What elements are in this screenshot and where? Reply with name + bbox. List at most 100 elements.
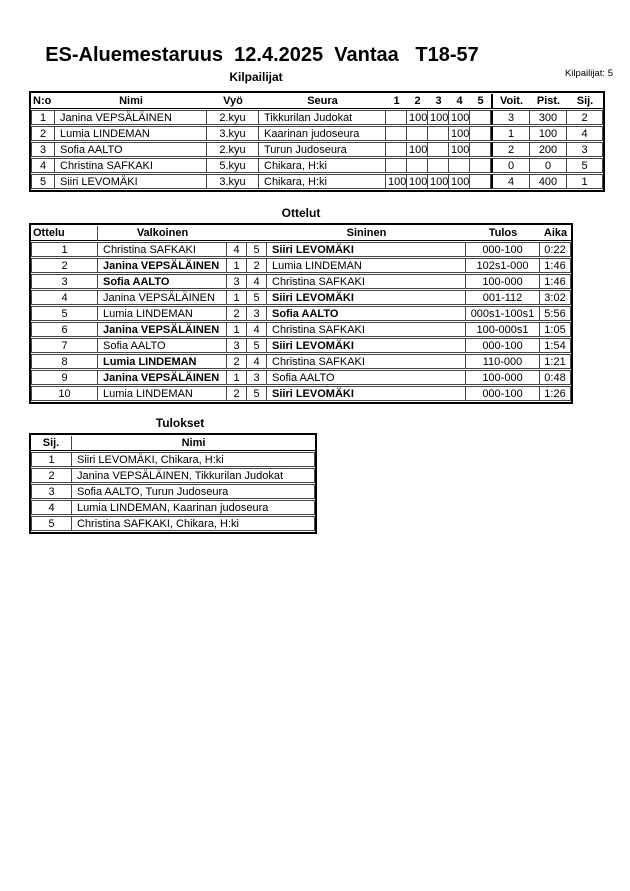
match-number: 9 [31, 370, 98, 385]
col-header-valkoinen: Valkoinen [98, 226, 227, 241]
match-row: 5 Lumia LINDEMAN 2 3 Sofia AALTO 000s1-1… [31, 306, 571, 321]
round-score-5 [470, 126, 491, 141]
white-player-name: Lumia LINDEMAN [98, 386, 227, 401]
blue-player-name: Siiri LEVOMÄKI [267, 338, 466, 353]
round-score-2 [407, 158, 428, 173]
competitor-points: 200 [530, 142, 567, 157]
match-time: 3:02 [540, 290, 571, 305]
result-name: Christina SAFKAKI, Chikara, H:ki [72, 516, 315, 531]
col-header-aika: Aika [540, 226, 571, 241]
round-score-2: 100 [407, 110, 428, 125]
result-name: Lumia LINDEMAN, Kaarinan judoseura [72, 500, 315, 515]
round-score-4 [449, 158, 470, 173]
match-row: 8 Lumia LINDEMAN 2 4 Christina SAFKAKI 1… [31, 354, 571, 369]
col-header-nimi: Nimi [72, 436, 315, 451]
competitor-wins: 3 [491, 110, 530, 125]
col-header-round-4: 4 [449, 94, 470, 109]
competitor-belt: 3.kyu [207, 174, 259, 189]
match-number: 4 [31, 290, 98, 305]
result-placement: 5 [31, 516, 72, 531]
round-score-2: 100 [407, 142, 428, 157]
blue-player-number: 5 [247, 338, 267, 353]
competitors-table-wrapper: N:o Nimi Vyö Seura 1 2 3 4 5 Voit. Pist.… [29, 91, 630, 192]
blue-player-name: Christina SAFKAKI [267, 274, 466, 289]
round-score-2: 100 [407, 174, 428, 189]
competitor-number: 3 [31, 142, 55, 157]
round-score-4: 100 [449, 142, 470, 157]
competitors-table-body: 1 Janina VEPSÄLÄINEN 2.kyu Tikkurilan Ju… [31, 110, 603, 189]
round-score-4: 100 [449, 110, 470, 125]
round-score-1 [386, 158, 407, 173]
round-score-4: 100 [449, 126, 470, 141]
matches-header-row: Ottelu Valkoinen Sininen Tulos Aika [31, 226, 571, 241]
match-number: 5 [31, 306, 98, 321]
col-header-sij: Sij. [567, 94, 603, 109]
col-header-round-1: 1 [386, 94, 407, 109]
blue-player-number: 5 [247, 242, 267, 257]
competitor-name: Christina SAFKAKI [55, 158, 207, 173]
section-heading-kilpailijat: Kilpailijat [229, 70, 283, 84]
competitor-club: Tikkurilan Judokat [259, 110, 386, 125]
match-time: 0:22 [540, 242, 571, 257]
round-score-5 [470, 142, 491, 157]
results-header-row: Sij. Nimi [31, 436, 315, 451]
matches-table: Ottelu Valkoinen Sininen Tulos Aika 1 Ch… [29, 223, 573, 404]
white-player-number: 1 [227, 322, 247, 337]
match-time: 1:21 [540, 354, 571, 369]
col-header-voit: Voit. [491, 94, 530, 109]
match-row: 1 Christina SAFKAKI 4 5 Siiri LEVOMÄKI 0… [31, 242, 571, 257]
match-time: 5:56 [540, 306, 571, 321]
competitor-name: Siiri LEVOMÄKI [55, 174, 207, 189]
blue-player-name: Sofia AALTO [267, 370, 466, 385]
match-number: 3 [31, 274, 98, 289]
competitor-name: Lumia LINDEMAN [55, 126, 207, 141]
competitor-name: Sofia AALTO [55, 142, 207, 157]
results-table: Sij. Nimi 1 Siiri LEVOMÄKI, Chikara, H:k… [29, 433, 317, 534]
competitor-row: 2 Lumia LINDEMAN 3.kyu Kaarinan judoseur… [31, 126, 603, 141]
blue-player-name: Christina SAFKAKI [267, 354, 466, 369]
competitor-number: 4 [31, 158, 55, 173]
results-table-body: 1 Siiri LEVOMÄKI, Chikara, H:ki 2 Janina… [31, 452, 315, 531]
matches-table-body: 1 Christina SAFKAKI 4 5 Siiri LEVOMÄKI 0… [31, 242, 571, 401]
match-row: 7 Sofia AALTO 3 5 Siiri LEVOMÄKI 000-100… [31, 338, 571, 353]
match-score: 000-100 [466, 386, 540, 401]
competitor-club: Chikara, H:ki [259, 174, 386, 189]
match-row: 3 Sofia AALTO 3 4 Christina SAFKAKI 100-… [31, 274, 571, 289]
blue-player-name: Lumia LINDEMAN [267, 258, 466, 273]
white-player-number: 1 [227, 370, 247, 385]
white-player-name: Christina SAFKAKI [98, 242, 227, 257]
result-name: Janina VEPSÄLÄINEN, Tikkurilan Judokat [72, 468, 315, 483]
result-row: 2 Janina VEPSÄLÄINEN, Tikkurilan Judokat [31, 468, 315, 483]
round-score-5 [470, 158, 491, 173]
result-placement: 4 [31, 500, 72, 515]
match-time: 0:48 [540, 370, 571, 385]
round-score-3 [428, 158, 449, 173]
white-player-name: Sofia AALTO [98, 274, 227, 289]
competitor-number: 1 [31, 110, 55, 125]
white-player-number: 3 [227, 274, 247, 289]
result-row: 1 Siiri LEVOMÄKI, Chikara, H:ki [31, 452, 315, 467]
competitor-row: 4 Christina SAFKAKI 5.kyu Chikara, H:ki … [31, 158, 603, 173]
competitor-row: 3 Sofia AALTO 2.kyu Turun Judoseura 100 … [31, 142, 603, 157]
match-time: 1:46 [540, 258, 571, 273]
white-player-name: Janina VEPSÄLÄINEN [98, 258, 227, 273]
white-player-name: Sofia AALTO [98, 338, 227, 353]
competitor-points: 0 [530, 158, 567, 173]
result-placement: 1 [31, 452, 72, 467]
matches-table-wrapper: Ottelu Valkoinen Sininen Tulos Aika 1 Ch… [29, 223, 630, 404]
white-player-number: 2 [227, 306, 247, 321]
match-time: 1:05 [540, 322, 571, 337]
competitor-belt: 5.kyu [207, 158, 259, 173]
competitor-number: 2 [31, 126, 55, 141]
match-score: 100-000 [466, 370, 540, 385]
col-header-tulos: Tulos [466, 226, 540, 241]
competitor-name: Janina VEPSÄLÄINEN [55, 110, 207, 125]
blue-player-number: 5 [247, 386, 267, 401]
col-header-sij: Sij. [31, 436, 72, 451]
white-player-name: Lumia LINDEMAN [98, 306, 227, 321]
col-header-vyo: Vyö [207, 94, 259, 109]
match-row: 4 Janina VEPSÄLÄINEN 1 5 Siiri LEVOMÄKI … [31, 290, 571, 305]
competitor-row: 5 Siiri LEVOMÄKI 3.kyu Chikara, H:ki 100… [31, 174, 603, 189]
white-player-number: 1 [227, 258, 247, 273]
col-header-round-5: 5 [470, 94, 491, 109]
